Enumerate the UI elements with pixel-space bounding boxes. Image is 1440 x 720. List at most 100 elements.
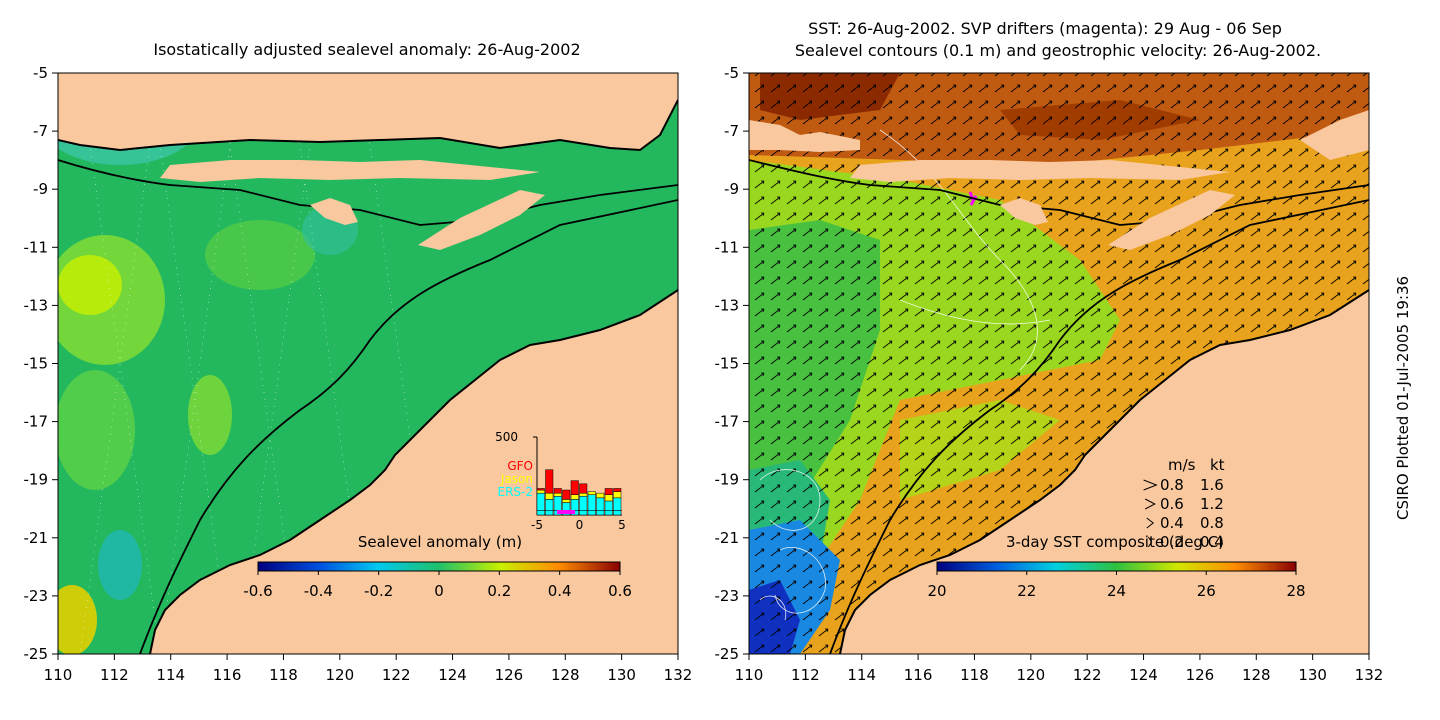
inset-legend-entry: Jason	[500, 472, 533, 486]
right-lon-tick-label: 120	[1016, 666, 1045, 684]
inset-bar-gfo	[604, 488, 613, 495]
velocity-legend-header-kt: kt	[1210, 456, 1225, 474]
left-lon-tick-label: 128	[551, 666, 580, 684]
velocity-legend-ms: 0.6	[1160, 495, 1184, 513]
left-lat-tick-label: -23	[24, 587, 49, 605]
inset-bar-ers2	[587, 494, 596, 516]
sst-colorbar-tick-label: 24	[1107, 582, 1126, 600]
velocity-legend-ms: 0.4	[1160, 514, 1184, 532]
left-lat-tick-label: -17	[24, 413, 49, 431]
right-lat-tick-label: -13	[715, 296, 740, 314]
right-lon-tick-label: 112	[791, 666, 820, 684]
velocity-legend-kt: 0.8	[1200, 514, 1224, 532]
right-lon-tick-label: 114	[847, 666, 876, 684]
velocity-legend: m/s kt 0.8 1.60.6 1.20.4 0.80.2 0.4	[1143, 456, 1225, 551]
right-lon-tick-label: 116	[904, 666, 933, 684]
inset-bar-gfo	[613, 488, 622, 492]
inset-legend-entry: GFO	[507, 459, 533, 473]
velocity-legend-arrow	[1144, 498, 1156, 510]
inset-bars	[536, 469, 622, 516]
sst-colorbar-tick-label: 20	[927, 582, 946, 600]
left-panel-title: Isostatically adjusted sealevel anomaly:…	[153, 40, 580, 59]
left-lat-tick-label: -5	[33, 64, 48, 82]
sealevel-colorbar-ticks: -0.6 -0.4 -0.2 0 0.2 0.4 0.6	[243, 571, 632, 600]
left-lat-tick-label: -9	[33, 180, 48, 198]
inset-bar-ers2	[536, 492, 545, 516]
inset-bar-jason	[553, 492, 562, 497]
left-lat-tick-label: -21	[24, 529, 49, 547]
sealevel-colorbar-label: Sealevel anomaly (m)	[358, 533, 522, 551]
sst-colorbar-label: 3-day SST composite (deg C)	[1006, 533, 1224, 551]
velocity-legend-kt: 1.6	[1200, 476, 1224, 494]
right-lat-tick-label: -25	[715, 645, 740, 663]
right-panel-title-line2: Sealevel contours (0.1 m) and geostrophi…	[795, 41, 1321, 60]
right-lat-tick-label: -19	[715, 471, 740, 489]
velocity-legend-kt: 1.2	[1200, 495, 1224, 513]
left-lat-tick-label: -15	[24, 355, 49, 373]
velocity-legend-arrow	[1147, 536, 1153, 548]
right-lon-tick-label: 110	[735, 666, 764, 684]
inset-background	[480, 420, 632, 535]
sst-map: SST: 26-Aug-2002. SVP drifters (magenta)…	[715, 19, 1384, 684]
left-lon-tick-label: 122	[382, 666, 411, 684]
inset-bar-jason	[604, 494, 613, 502]
right-lat-tick-label: -7	[724, 122, 739, 140]
inset-ytick: 500	[495, 430, 518, 444]
right-lon-tick-label: 132	[1355, 666, 1384, 684]
velocity-legend-ms: 0.8	[1160, 476, 1184, 494]
sst-colorbar: 3-day SST composite (deg C) 20 22 24 26 28	[927, 533, 1305, 600]
left-lat-tick-label: -25	[24, 645, 49, 663]
left-lon-tick-label: 118	[269, 666, 298, 684]
plot-credit: CSIRO Plotted 01-Jul-2005 19:36	[1394, 276, 1412, 520]
left-lon-tick-label: 120	[325, 666, 354, 684]
inset-bar-jason	[579, 492, 588, 497]
right-lat-tick-label: -9	[724, 180, 739, 198]
left-lon-tick-label: 126	[495, 666, 524, 684]
inset-bar-gfo	[553, 488, 562, 494]
left-lon-tick-label: 124	[438, 666, 467, 684]
left-lon-tick-label: 116	[213, 666, 242, 684]
right-lat-tick-label: -5	[724, 64, 739, 82]
inset-legend-entry: ERS-2	[497, 485, 533, 499]
sealevel-map: Isostatically adjusted sealevel anomaly:…	[24, 40, 693, 684]
inset-bar-jason	[562, 499, 571, 503]
sealevel-colorbar-tick-label: 0.2	[487, 582, 511, 600]
right-lat-tick-label: -21	[715, 529, 740, 547]
sealevel-colorbar-tick-label: 0.4	[548, 582, 572, 600]
right-lon-tick-label: 130	[1298, 666, 1327, 684]
inset-xticks: -5 0 5	[531, 518, 626, 532]
right-lon-tick-label: 126	[1186, 666, 1215, 684]
drifter-period-marker	[557, 510, 575, 514]
left-lat-tick-label: -13	[24, 296, 49, 314]
velocity-legend-arrow	[1146, 517, 1155, 529]
right-axes: 110 112 114 116 118 120 122 124 126 128 130 132 -5 -7…	[715, 64, 1384, 684]
inset-bar-jason	[570, 494, 579, 500]
sst-colorbar-tick-label: 28	[1286, 582, 1305, 600]
right-lon-tick-label: 124	[1129, 666, 1158, 684]
inset-bar-jason	[545, 492, 554, 500]
velocity-legend-ms: 0.2	[1160, 533, 1184, 551]
left-lon-tick-label: 112	[100, 666, 129, 684]
right-lon-tick-label: 128	[1242, 666, 1271, 684]
left-lon-tick-label: 110	[44, 666, 73, 684]
inset-bar-gfo	[545, 469, 554, 494]
sst-colorbar-ticks: 20 22 24 26 28	[927, 571, 1306, 600]
sst-colorbar-tick-label: 22	[1017, 582, 1036, 600]
right-lat-tick-label: -23	[715, 587, 740, 605]
inset-bar-jason	[536, 489, 545, 494]
sealevel-colorbar-tick-label: 0	[434, 582, 444, 600]
sealevel-colorbar-tick-label: -0.6	[243, 582, 272, 600]
left-lon-tick-label: 130	[607, 666, 636, 684]
sst-colorbar-tick-label: 26	[1197, 582, 1216, 600]
right-lon-tick-label: 122	[1073, 666, 1102, 684]
velocity-legend-rows: 0.8 1.60.6 1.20.4 0.80.2 0.4	[1143, 476, 1224, 551]
inset-bar-gfo	[536, 488, 545, 491]
inset-xtick-label: 0	[576, 518, 584, 532]
inset-bar-ers2	[613, 497, 622, 516]
sealevel-colorbar-tick-label: -0.4	[304, 582, 333, 600]
left-lat-tick-label: -19	[24, 471, 49, 489]
right-lon-tick-label: 118	[960, 666, 989, 684]
